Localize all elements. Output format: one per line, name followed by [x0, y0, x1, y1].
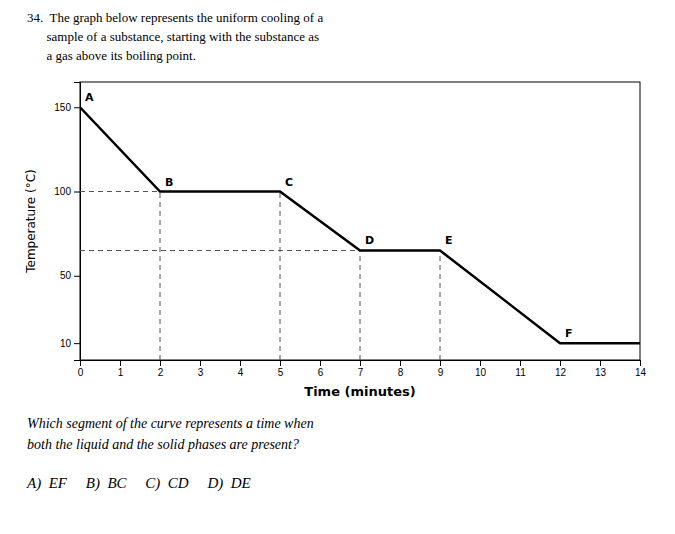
y-tick-mark — [74, 192, 80, 193]
x-tick-label: 2 — [158, 367, 164, 378]
point-label: A — [85, 91, 94, 104]
x-tick-label: 4 — [238, 367, 244, 378]
x-tick-label: 11 — [515, 367, 526, 378]
y-tick-label: 150 — [54, 102, 71, 113]
x-tick-label: 14 — [635, 367, 647, 378]
annotations: Which segment of the curve represents a … — [26, 416, 314, 492]
x-tick-mark — [320, 360, 321, 366]
x-tick: 4 — [238, 360, 244, 378]
y-tick-mark — [74, 276, 80, 277]
x-tick-label: 10 — [475, 367, 487, 378]
y-tick-mark — [74, 107, 80, 108]
x-tick-mark — [400, 360, 401, 366]
x-tick-mark — [480, 360, 481, 366]
x-tick: 10 — [475, 360, 487, 378]
plot-frame — [80, 82, 640, 360]
v-reference-line — [360, 250, 361, 360]
y-tick: 150 — [54, 102, 80, 113]
cooling-curve — [80, 107, 640, 343]
x-tick: 2 — [158, 360, 164, 378]
x-tick-mark — [600, 360, 601, 366]
v-reference-line — [160, 192, 161, 360]
x-tick-mark — [360, 360, 361, 366]
point-label: B — [165, 176, 173, 189]
plot-area — [80, 107, 640, 360]
x-tick-label: 1 — [118, 367, 124, 378]
y-tick: 50 — [60, 270, 80, 281]
x-tick-label: 12 — [555, 367, 567, 378]
point-label: D — [365, 234, 374, 247]
point-label: C — [285, 176, 293, 189]
title-line: a gas above its boiling point. — [27, 48, 196, 63]
x-tick-mark — [640, 360, 641, 366]
x-tick-mark — [120, 360, 121, 366]
x-tick-label: 7 — [358, 367, 364, 378]
point-labels: A B C D E F — [85, 91, 573, 340]
x-tick: 5 — [278, 360, 284, 378]
y-axis-title: Temperature (°C) — [24, 169, 38, 274]
y-tick-mark — [74, 343, 80, 344]
x-tick-mark — [200, 360, 201, 366]
y-tick-label: 50 — [60, 270, 72, 281]
y-tick-label: 10 — [60, 338, 72, 349]
x-tick-label: 9 — [438, 367, 444, 378]
y-tick: 10 — [60, 338, 80, 349]
x-tick-mark — [520, 360, 521, 366]
x-tick: 9 — [438, 360, 444, 378]
x-tick-mark — [280, 360, 281, 366]
x-tick: 1 — [118, 360, 124, 378]
x-tick: 14 — [635, 360, 647, 378]
x-tick: 13 — [595, 360, 607, 378]
x-tick: 12 — [555, 360, 567, 378]
x-tick-mark — [240, 360, 241, 366]
point-label: F — [565, 327, 573, 340]
x-tick-mark — [560, 360, 561, 366]
v-reference-line — [280, 192, 281, 360]
x-tick-label: 0 — [78, 367, 84, 378]
y-axis: 10 50 100 150 — [54, 83, 80, 361]
x-axis: 01234567891011121314 — [78, 360, 647, 378]
x-tick-label: 3 — [198, 367, 204, 378]
x-tick-mark — [160, 360, 161, 366]
x-tick-label: 13 — [595, 367, 607, 378]
title-line: 34. The graph below represents the unifo… — [27, 10, 323, 25]
chart: 34. The graph below represents the unifo… — [0, 0, 675, 534]
title: 34. The graph below represents the unifo… — [27, 10, 323, 63]
y-tick: 100 — [54, 186, 80, 197]
answer-choices: A) EF B) BC C) CD D) DE — [26, 475, 251, 492]
x-tick-label: 8 — [398, 367, 404, 378]
x-tick-label: 6 — [318, 367, 324, 378]
x-axis-line — [81, 361, 641, 367]
x-tick-label: 5 — [278, 367, 284, 378]
x-tick-mark — [440, 360, 441, 366]
y-axis-line — [74, 83, 81, 361]
question-line: Which segment of the curve represents a … — [27, 416, 314, 431]
x-tick: 11 — [515, 360, 526, 378]
x-tick: 7 — [358, 360, 364, 378]
point-label: E — [445, 234, 453, 247]
x-tick: 0 — [78, 360, 84, 378]
y-tick-label: 100 — [54, 186, 71, 197]
v-reference-line — [440, 250, 441, 360]
x-tick: 3 — [198, 360, 204, 378]
x-tick: 6 — [318, 360, 324, 378]
title-line: sample of a substance, starting with the… — [27, 29, 319, 44]
x-tick: 8 — [398, 360, 404, 378]
question-line: both the liquid and the solid phases are… — [27, 437, 299, 452]
x-axis-title: Time (minutes) — [304, 384, 415, 399]
